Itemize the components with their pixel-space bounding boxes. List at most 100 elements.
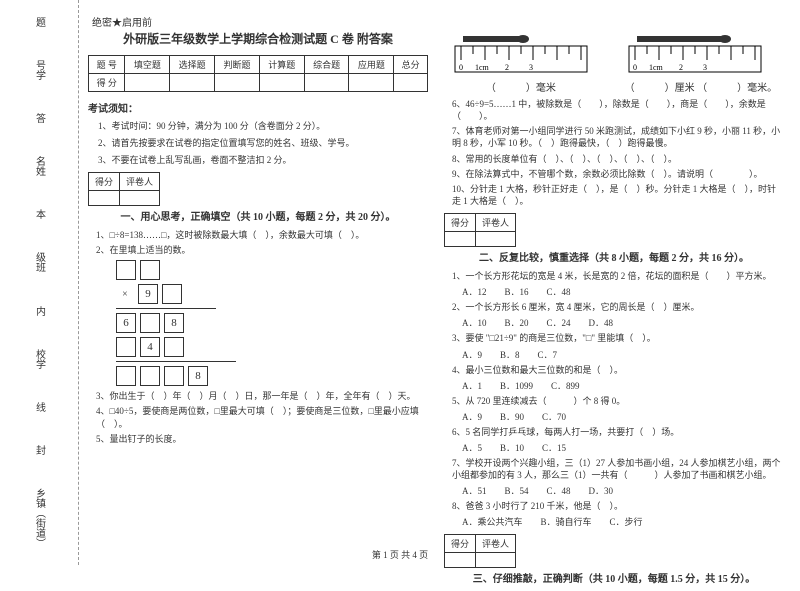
marks-2: 本 <box>32 203 47 225</box>
q10: 10、分针走 1 大格，秒针正好走（ ），是（ ）秒。分针走 1 大格是（ ），… <box>452 183 784 207</box>
digit-8b: 8 <box>188 366 208 386</box>
q1: 1、□÷8=138……□，这时被除数最大填（ ），余数最大可填（ ）。 <box>96 229 428 241</box>
mult-row2: × 9 <box>116 284 428 304</box>
q9: 9、在除法算式中，不管哪个数，余数必须比除数（ ）。请说明（ ）。 <box>452 168 784 180</box>
ruler1-answer: （ ）毫米 <box>451 79 591 94</box>
page-columns: 外研版三年级数学上学期综合检测试题 C 卷 附答案 题 号 填空题 选择题 判断… <box>88 30 784 591</box>
svg-text:3: 3 <box>529 63 533 72</box>
blank-box[interactable] <box>164 366 184 386</box>
svg-text:1cm: 1cm <box>649 63 664 72</box>
score-summary-table: 题 号 填空题 选择题 判断题 计算题 综合题 应用题 总分 得 分 <box>88 55 428 92</box>
ruler2-mm: （ ）毫米。 <box>697 83 777 94</box>
score-1[interactable] <box>125 74 170 92</box>
marks-4: 线 <box>32 396 47 418</box>
hdr-7: 总分 <box>394 56 428 74</box>
score-2[interactable] <box>170 74 215 92</box>
notice-2: 2、请首先按要求在试卷的指定位置填写您的姓名、班级、学号。 <box>98 136 428 149</box>
score-3[interactable] <box>215 74 260 92</box>
hdr-3: 判断题 <box>215 56 260 74</box>
sidebar-xuehao: 号学 <box>32 54 47 86</box>
c7: 7、学校开设两个兴趣小组，三（1）27 人参加书画小组，24 人参加棋艺小组，两… <box>452 457 784 481</box>
section1-scorebox: 得分 评卷人 <box>88 172 160 206</box>
sb3-v1[interactable] <box>476 553 516 568</box>
c4o: A．1 B．1099 C．899 <box>462 379 784 392</box>
paper-title: 外研版三年级数学上学期综合检测试题 C 卷 附答案 <box>88 30 428 47</box>
marks-top: 题 <box>32 11 47 33</box>
blank-box[interactable] <box>116 260 136 280</box>
right-column: 0 1cm 2 3 （ ）毫米 <box>444 30 784 591</box>
c7o: A．51 B．54 C．48 D．30 <box>462 484 784 497</box>
left-column: 外研版三年级数学上学期综合检测试题 C 卷 附答案 题 号 填空题 选择题 判断… <box>88 30 428 591</box>
score-5[interactable] <box>304 74 349 92</box>
ruler-2-wrap: 0 1cm 2 3 （ ）厘米 （ ）毫米。 <box>625 30 778 94</box>
sb1-v0[interactable] <box>89 191 120 206</box>
digit-4: 4 <box>140 337 160 357</box>
svg-text:2: 2 <box>505 63 509 72</box>
c5: 5、从 720 里连续减去（ ）个 8 得 0。 <box>452 395 784 407</box>
ruler-1-icon: 0 1cm 2 3 <box>451 30 591 76</box>
notice-1: 1、考试时间：90 分钟，满分为 100 分（含卷面分 2 分）。 <box>98 119 428 132</box>
q6: 6、46÷9=5……1 中，被除数是（ ），除数是（ ），商是（ ），余数是（ … <box>452 98 784 122</box>
sb1-h0: 得分 <box>89 173 120 191</box>
blank-box[interactable] <box>116 337 136 357</box>
svg-text:1cm: 1cm <box>475 63 490 72</box>
score-4[interactable] <box>259 74 304 92</box>
sidebar-xiangzhen: 乡镇（街道） <box>32 482 47 554</box>
blank-box[interactable] <box>140 366 160 386</box>
notice-title: 考试须知： <box>88 100 428 115</box>
score-6[interactable] <box>349 74 394 92</box>
sb2-h0: 得分 <box>445 214 476 232</box>
mult-rule1 <box>116 308 216 309</box>
c8: 8、爸爸 3 小时行了 210 千米，他是（ ）。 <box>452 500 784 512</box>
score-7[interactable] <box>394 74 428 92</box>
q8: 8、常用的长度单位有（ ）、（ ）、（ ）、（ ）、（ ）。 <box>452 153 784 165</box>
score-label: 得 分 <box>89 74 125 92</box>
ruler-2-icon: 0 1cm 2 3 <box>625 30 765 76</box>
digit-6: 6 <box>116 313 136 333</box>
hdr-4: 计算题 <box>259 56 304 74</box>
c8o: A．乘公共汽车 B．骑自行车 C．步行 <box>462 515 784 528</box>
q3: 3、你出生于（ ）年（ ）月（ ）日，那一年是（ ）年，全年有（ ）天。 <box>96 390 428 402</box>
c1: 1、一个长方形花坛的宽是 4 米，长是宽的 2 倍，花坛的面积是（ ）平方米。 <box>452 270 784 282</box>
blank-box[interactable] <box>162 284 182 304</box>
svg-text:2: 2 <box>679 63 683 72</box>
q7: 7、体育老师对第一小组同学进行 50 米跑测试，成绩如下小红 9 秒，小丽 11… <box>452 125 784 149</box>
section2-scorebox: 得分 评卷人 <box>444 213 516 247</box>
hdr-5: 综合题 <box>304 56 349 74</box>
marks-3: 内 <box>32 300 47 322</box>
sb1-h1: 评卷人 <box>120 173 160 191</box>
section3-title: 三、仔细推敲，正确判断（共 10 小题，每题 1.5 分，共 15 分）。 <box>444 570 784 585</box>
mult-row4: 4 <box>116 337 428 357</box>
page-footer: 第 1 页 共 4 页 <box>372 548 428 561</box>
sb1-v1[interactable] <box>120 191 160 206</box>
c4: 4、最小三位数和最大三位数的和是（ ）。 <box>452 364 784 376</box>
sb2-v0[interactable] <box>445 232 476 247</box>
hdr-6: 应用题 <box>349 56 394 74</box>
blank-box[interactable] <box>140 313 160 333</box>
c3o: A．9 B．8 C．7 <box>462 348 784 361</box>
q2: 2、在里填上适当的数。 <box>96 244 428 256</box>
sb3-v0[interactable] <box>445 553 476 568</box>
blank-box[interactable] <box>164 337 184 357</box>
hdr-2: 选择题 <box>170 56 215 74</box>
c1o: A．12 B．16 C．48 <box>462 285 784 298</box>
sb2-v1[interactable] <box>476 232 516 247</box>
ruler-1-wrap: 0 1cm 2 3 （ ）毫米 <box>451 30 591 94</box>
q4: 4、□40÷5，要使商是两位数，□里最大可填（ ）；要使商是三位数，□里最小应填… <box>96 405 428 429</box>
blank-box[interactable] <box>140 260 160 280</box>
ruler2-answer: （ ）厘米 （ ）毫米。 <box>625 79 778 94</box>
c6o: A．5 B．10 C．15 <box>462 441 784 454</box>
sb3-h1: 评卷人 <box>476 535 516 553</box>
sidebar-xingming: 名姓 <box>32 150 47 182</box>
notice-3: 3、不要在试卷上乱写乱画，卷面不整洁扣 2 分。 <box>98 153 428 166</box>
hdr-1: 填空题 <box>125 56 170 74</box>
q5: 5、量出钉子的长度。 <box>96 433 428 445</box>
hdr-0: 题 号 <box>89 56 125 74</box>
marks-5: 封 <box>32 439 47 461</box>
mult-row1 <box>116 260 428 280</box>
blank-box[interactable] <box>116 366 136 386</box>
c6: 6、5 名同学打乒乓球，每两人打一场，共要打（ ）场。 <box>452 426 784 438</box>
mult-sign: × <box>116 289 134 300</box>
sb2-h1: 评卷人 <box>476 214 516 232</box>
ruler2-cm: （ ）厘米 <box>625 83 695 94</box>
